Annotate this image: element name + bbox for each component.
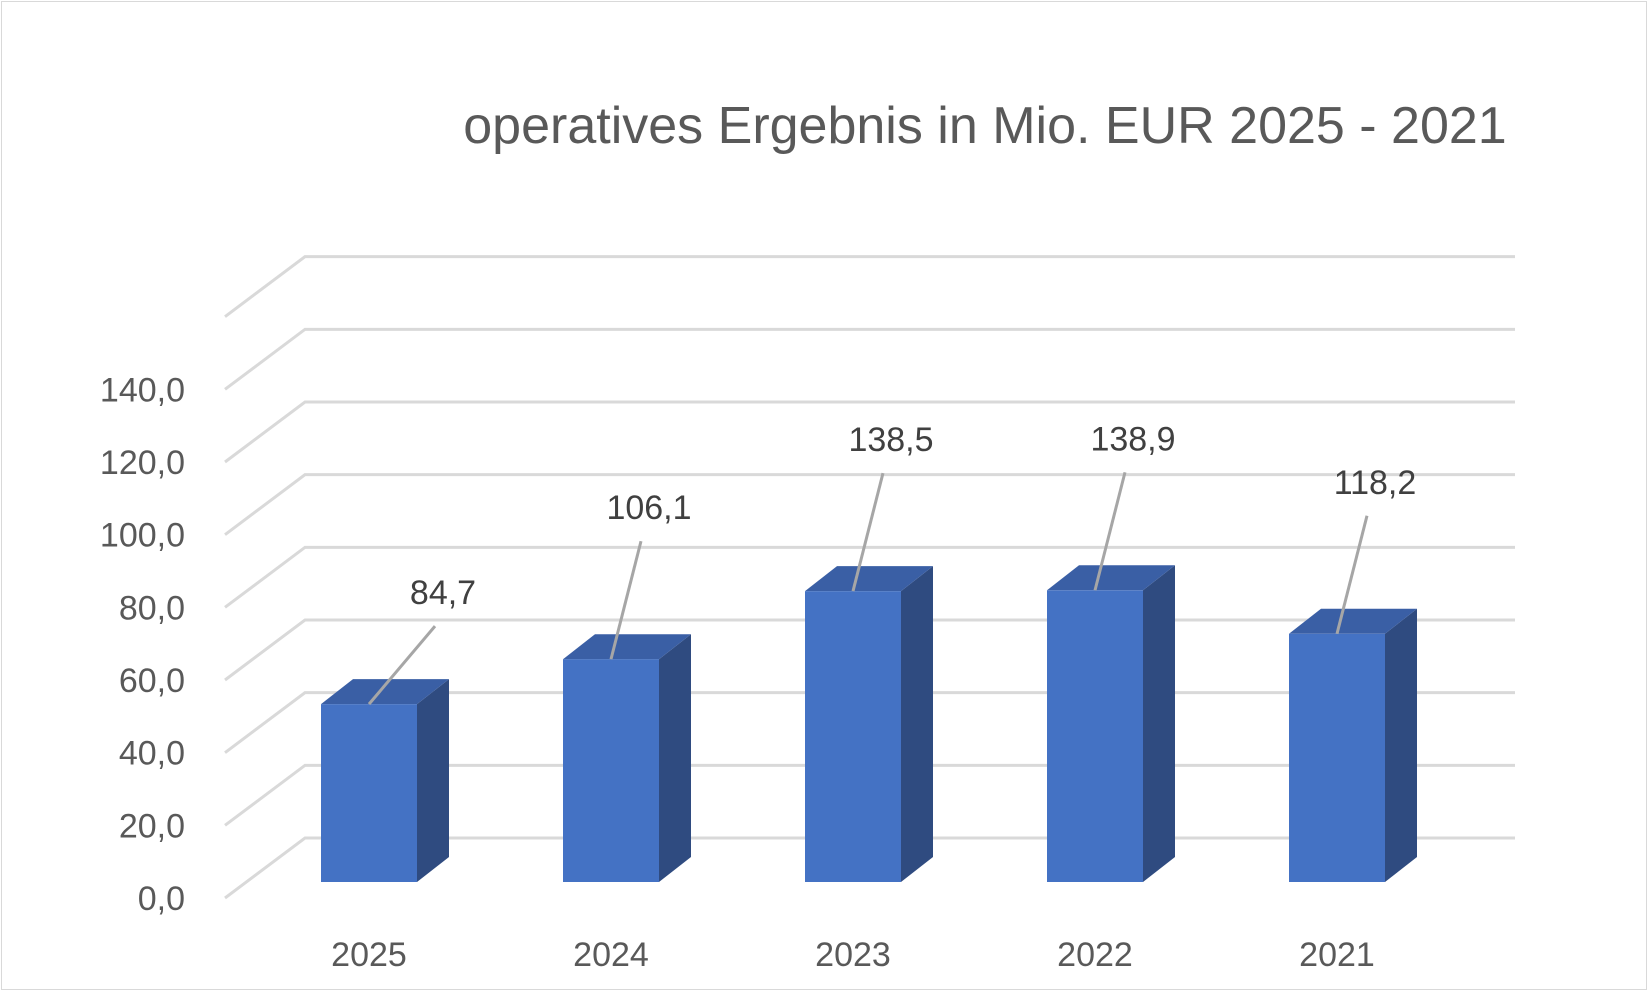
bars (321, 565, 1417, 882)
leader-line (367, 625, 437, 706)
bar-top (1047, 565, 1175, 591)
x-tick-label: 2024 (573, 936, 649, 974)
bar (1289, 633, 1385, 882)
leader-line (1335, 515, 1369, 635)
y-tick-label: 100,0 (100, 517, 185, 555)
leader-line (1093, 471, 1127, 591)
bar-top (563, 634, 691, 660)
y-tick-label: 120,0 (100, 444, 185, 482)
bar-top (805, 566, 933, 592)
bar-top (321, 679, 449, 705)
bar-side (417, 679, 449, 882)
leader-line (851, 472, 885, 592)
x-tick-label: 2022 (1057, 936, 1133, 974)
data-label: 138,9 (1090, 420, 1175, 458)
bar-side (659, 634, 691, 882)
y-tick-label: 60,0 (119, 662, 185, 700)
data-label: 118,2 (1334, 464, 1417, 502)
x-tick-label: 2023 (815, 936, 891, 974)
data-label: 106,1 (606, 489, 691, 527)
y-tick-label: 20,0 (119, 807, 185, 845)
bar (321, 704, 417, 882)
x-tick-label: 2025 (331, 936, 407, 974)
gridline (224, 327, 1515, 391)
bar (805, 591, 901, 882)
data-label: 84,7 (410, 574, 476, 612)
y-tick-label: 0,0 (138, 880, 185, 918)
leader-lines (367, 471, 1369, 706)
y-tick-label: 140,0 (100, 371, 185, 409)
bar-side (901, 566, 933, 882)
bar-side (1385, 608, 1417, 882)
x-axis-ticks: 2025 2024 2023 2022 2021 (331, 936, 1375, 974)
x-tick-label: 2021 (1299, 936, 1375, 974)
bar-side (1143, 565, 1175, 882)
gridline (224, 545, 1515, 609)
gridline (224, 400, 1515, 464)
data-label: 138,5 (848, 421, 933, 459)
data-labels: 84,7 106,1 138,5 138,9 118,2 (410, 420, 1416, 612)
bar (563, 659, 659, 882)
leader-line (609, 540, 643, 660)
gridline (224, 255, 1515, 318)
y-axis-ticks: 0,0 20,0 40,0 60,0 80,0 100,0 120,0 140,0 (100, 371, 185, 918)
chart-title: operatives Ergebnis in Mio. EUR 2025 - 2… (463, 97, 1507, 155)
bar-top (1289, 608, 1417, 634)
y-tick-label: 40,0 (119, 735, 185, 773)
gridline (224, 473, 1515, 536)
bar (1047, 590, 1143, 882)
y-tick-label: 80,0 (119, 589, 185, 627)
